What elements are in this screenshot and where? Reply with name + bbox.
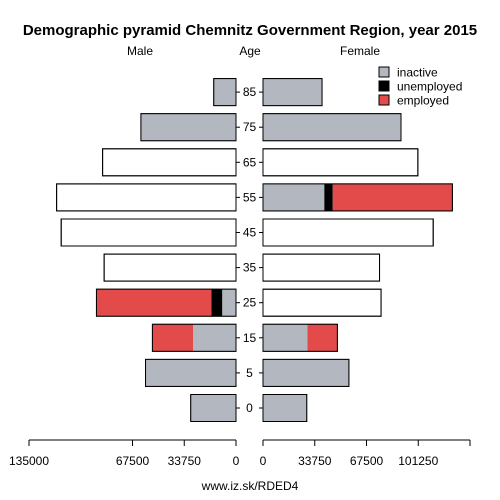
male-x-tick-label-1: 67500 <box>116 454 150 468</box>
female-bar-employed-15 <box>307 324 338 352</box>
chart-title: Demographic pyramid Chemnitz Government … <box>23 22 477 39</box>
age-tick-label-15: 15 <box>243 331 257 345</box>
male-x-tick-label-3: 0 <box>233 454 240 468</box>
female-bar-inactive-15 <box>263 324 308 352</box>
age-tick-label-35: 35 <box>243 261 257 275</box>
male-bar-employed-15 <box>152 324 194 352</box>
male-bar-inactive-75 <box>140 113 236 141</box>
age-tick-label-5: 5 <box>246 366 253 380</box>
female-bar-inactive-0 <box>263 394 307 422</box>
legend-swatch-unemployed <box>378 80 390 92</box>
legend-label-inactive: inactive <box>397 66 438 80</box>
male-bar-employed-25 <box>96 289 212 317</box>
male-label: Male <box>127 44 153 58</box>
female-bar-inactive-85 <box>263 78 323 106</box>
male-bar-outline-65 <box>102 148 237 177</box>
female-bar-outline-25 <box>262 288 382 317</box>
male-bar-outline-55 <box>56 183 237 212</box>
age-tick-label-0: 0 <box>246 401 253 415</box>
female-bar-outline-45 <box>262 218 434 247</box>
female-bar-inactive-55 <box>263 183 325 211</box>
legend-swatch-inactive <box>378 66 390 78</box>
legend-label-employed: employed <box>397 94 449 108</box>
female-bar-outline-35 <box>262 253 381 282</box>
age-tick-label-65: 65 <box>243 155 257 169</box>
female-bar-unemployed-55 <box>324 183 333 211</box>
source-label: www.iz.sk/RDED4 <box>201 479 299 493</box>
male-bar-outline-35 <box>103 253 237 282</box>
male-bar-inactive-85 <box>213 78 236 106</box>
age-tick-label-45: 45 <box>243 226 257 240</box>
female-x-tick-label-3: 101250 <box>398 454 438 468</box>
male-bar-unemployed-25 <box>211 289 223 317</box>
age-tick-label-55: 55 <box>243 190 257 204</box>
age-label: Age <box>239 44 261 58</box>
female-x-tick-label-2: 67500 <box>350 454 384 468</box>
male-x-tick-label-2: 33750 <box>168 454 202 468</box>
age-tick-label-85: 85 <box>243 85 257 99</box>
legend-swatch-employed <box>378 94 390 106</box>
male-bar-inactive-15 <box>193 324 236 352</box>
age-tick-label-75: 75 <box>243 120 257 134</box>
male-bar-inactive-5 <box>145 359 236 387</box>
male-bar-inactive-0 <box>190 394 236 422</box>
axes-group: 0 5 15 25 35 45 55 65 75 85 135000 67500 33750 0 0 3375… <box>9 85 471 468</box>
female-bar-outline-65 <box>262 148 419 177</box>
male-x-tick-label-0: 135000 <box>9 454 49 468</box>
legend-label-unemployed: unemployed <box>397 80 462 94</box>
female-bar-inactive-75 <box>263 113 401 141</box>
female-bar-inactive-5 <box>263 359 349 387</box>
male-bar-inactive-25 <box>222 289 236 317</box>
female-x-tick-label-1: 33750 <box>298 454 332 468</box>
female-bar-employed-55 <box>332 183 453 211</box>
female-x-tick-label-0: 0 <box>260 454 267 468</box>
male-bar-outline-45 <box>60 218 237 247</box>
female-label: Female <box>340 44 380 58</box>
age-tick-label-25: 25 <box>243 296 257 310</box>
